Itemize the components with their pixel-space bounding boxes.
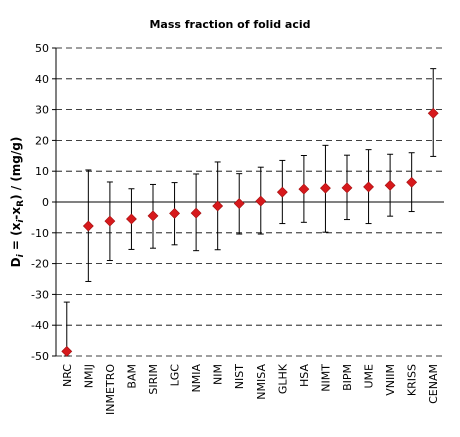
data-point bbox=[169, 207, 180, 219]
y-tick-label: -50 bbox=[31, 350, 49, 363]
x-tick-label: NMISA bbox=[255, 364, 268, 400]
x-tick-label: NIMT bbox=[319, 364, 332, 392]
data-point bbox=[190, 207, 202, 219]
grid-lines bbox=[56, 47, 444, 357]
data-point bbox=[406, 176, 418, 188]
y-tick-label: -10 bbox=[31, 227, 49, 240]
y-tick-label: 0 bbox=[42, 196, 49, 209]
x-tick-label: NMIJ bbox=[82, 364, 95, 388]
y-tick-label: 40 bbox=[35, 73, 49, 86]
x-tick-label: NIM bbox=[212, 364, 225, 385]
x-tick-label: SIRIM bbox=[147, 364, 160, 395]
x-tick-label: HSA bbox=[298, 364, 311, 387]
y-tick-label: 10 bbox=[35, 165, 49, 178]
data-point bbox=[104, 215, 116, 227]
data-point bbox=[298, 183, 310, 195]
x-tick-labels: NRC NMIJ INMETRO BAM SIRIM LGC NMIA NIM NIST NMIS… bbox=[61, 363, 440, 415]
data-point bbox=[126, 213, 137, 225]
data-point bbox=[363, 181, 374, 193]
y-tick-label: -40 bbox=[31, 319, 49, 332]
x-tick-label: KRISS bbox=[406, 364, 419, 396]
y-tick-label: 20 bbox=[35, 134, 49, 147]
y-tick-label: 50 bbox=[35, 42, 49, 55]
x-tick-label: UME bbox=[363, 364, 376, 389]
data-point bbox=[255, 195, 267, 207]
data-point bbox=[212, 200, 224, 212]
axes bbox=[52, 47, 444, 357]
x-tick-label: NIST bbox=[233, 364, 246, 389]
x-tick-label: NRC bbox=[61, 364, 74, 387]
data-point bbox=[61, 345, 73, 357]
x-tick-label: INMETRO bbox=[104, 364, 117, 415]
data-point bbox=[82, 220, 94, 232]
y-tick-label: -20 bbox=[31, 258, 49, 271]
data-points bbox=[61, 107, 439, 357]
y-label-sub1: i bbox=[16, 219, 26, 223]
y-tick-labels: -50 -40 -30 -20 -10 0 10 20 30 40 50 bbox=[31, 42, 49, 363]
y-tick-label: 30 bbox=[35, 104, 49, 117]
data-point bbox=[427, 107, 439, 119]
y-label-mid2: -x bbox=[9, 207, 23, 220]
data-point bbox=[276, 186, 288, 198]
y-label-prefix: D bbox=[9, 257, 23, 267]
y-tick-label: -30 bbox=[31, 288, 49, 301]
error-bars bbox=[63, 68, 437, 357]
x-tick-label: NMIA bbox=[190, 364, 203, 393]
x-tick-label: GLHK bbox=[276, 363, 289, 394]
x-tick-label: BAM bbox=[125, 364, 138, 389]
x-tick-label: VNIIM bbox=[384, 364, 397, 396]
chart-title: Mass fraction of folid acid bbox=[149, 18, 310, 31]
y-axis-label: Di = (xi-xR) / (mg/g) bbox=[9, 137, 26, 268]
y-label-suffix: ) / (mg/g) bbox=[9, 137, 23, 200]
y-label-mid1: = (x bbox=[9, 222, 23, 254]
y-label-sub2: R bbox=[16, 200, 26, 207]
data-point bbox=[320, 182, 331, 194]
x-tick-label: CENAM bbox=[427, 364, 440, 404]
y-label-prefix-sub: i bbox=[16, 253, 26, 257]
data-point bbox=[384, 179, 396, 191]
x-tick-label: LGC bbox=[169, 364, 182, 387]
data-point bbox=[341, 182, 353, 194]
data-point bbox=[233, 198, 245, 209]
data-point bbox=[147, 210, 159, 222]
x-tick-label: BIPM bbox=[341, 364, 354, 391]
